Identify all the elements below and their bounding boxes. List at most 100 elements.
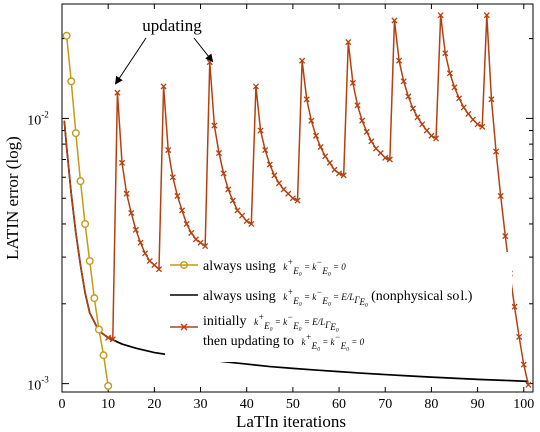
data-point [465,110,472,117]
series-line [65,35,109,387]
data-point [511,303,518,310]
data-point [396,57,403,64]
data-point [377,150,384,157]
series-2 [63,12,532,388]
data-point [483,12,490,19]
data-point [90,294,99,303]
annotation-arrow [115,37,147,85]
data-point [289,195,296,202]
data-point [335,170,343,177]
data-point [71,129,80,138]
x-tick-label: 0 [59,397,66,412]
x-tick-label: 80 [424,397,438,412]
data-point [488,96,495,103]
data-point [174,192,181,200]
data-point [81,219,90,228]
data-point [303,96,310,103]
data-point [400,78,407,85]
data-point [211,122,218,129]
annotation-updating: updating [142,16,202,35]
series-line [63,15,530,385]
data-point [234,207,241,214]
data-point [105,334,112,341]
data-point [123,190,130,197]
data-point [114,89,121,96]
data-point [423,127,430,134]
y-tick-label: 10-3 [27,375,49,394]
data-point [474,121,481,128]
x-axis-label: LaTIn iterations [236,412,346,431]
data-point [99,351,108,360]
x-tick-label: 70 [378,397,392,412]
data-point [169,174,176,181]
data-point [262,146,269,154]
axis-ticks: 0 10 20 30 40 50 60 70 80 90 100 10-3 10-2 [27,4,534,412]
data-point [85,256,94,265]
data-point [109,336,116,343]
data-point [326,159,333,166]
data-point [137,239,144,246]
legend-marker-red [180,323,188,331]
data-point [299,57,306,64]
x-tick-label: 40 [240,397,254,412]
x-tick-label: 50 [286,397,300,412]
data-point [197,239,204,246]
data-point [432,135,440,142]
data-point [349,79,356,87]
data-point [94,325,103,334]
y-tick-label: 10-2 [27,109,49,128]
data-point [67,77,76,86]
data-point [405,93,412,100]
data-point [409,105,417,112]
data-point [359,117,366,124]
data-point [252,83,260,90]
data-point [428,132,435,139]
annotation-layer: updating [115,16,214,85]
data-point [414,114,421,121]
data-point [446,70,453,77]
data-point [340,172,347,179]
data-point [516,333,523,340]
data-point [178,207,186,214]
data-point [525,381,532,388]
data-point [151,261,158,269]
data-point [128,209,135,217]
data-point [363,128,370,135]
x-tick-label: 100 [513,397,534,412]
data-point [132,226,139,233]
legend: always using k+E₀ = k−E₀ = 0 always using … [165,252,512,362]
data-point [382,154,389,161]
legend-label-always-using-el: always using k+E₀ = k−E₀ = E/LΓE₀ (nonphysi… [203,287,473,307]
data-point [280,186,287,193]
data-point [492,148,500,155]
data-point [142,250,149,257]
data-point [372,145,380,152]
data-point [451,84,458,91]
data-point [202,243,209,250]
data-point [220,170,227,177]
data-point [165,146,172,154]
data-point [391,17,398,24]
data-point [183,220,190,228]
data-point [502,233,509,240]
data-point [460,104,467,111]
legend-marker-gold [179,261,188,270]
data-point [192,236,199,243]
data-point [118,159,126,166]
data-point [479,123,486,130]
data-point [294,197,301,204]
data-point [386,156,393,163]
x-tick-label: 10 [101,397,115,412]
data-point [368,138,375,145]
data-point [322,153,329,160]
legend-label-then-updating: then updating to k+E₀ = k−E₀ = 0 [203,332,365,351]
x-tick-label: 60 [332,397,346,412]
data-point [331,166,338,173]
data-point [456,95,463,102]
data-point [317,143,324,151]
legend-label-always-using-zero: always using k+E₀ = k−E₀ = 0 [203,257,346,276]
data-point [469,116,477,123]
data-point [229,197,236,204]
series-0 [62,31,113,390]
data-point [497,192,504,200]
